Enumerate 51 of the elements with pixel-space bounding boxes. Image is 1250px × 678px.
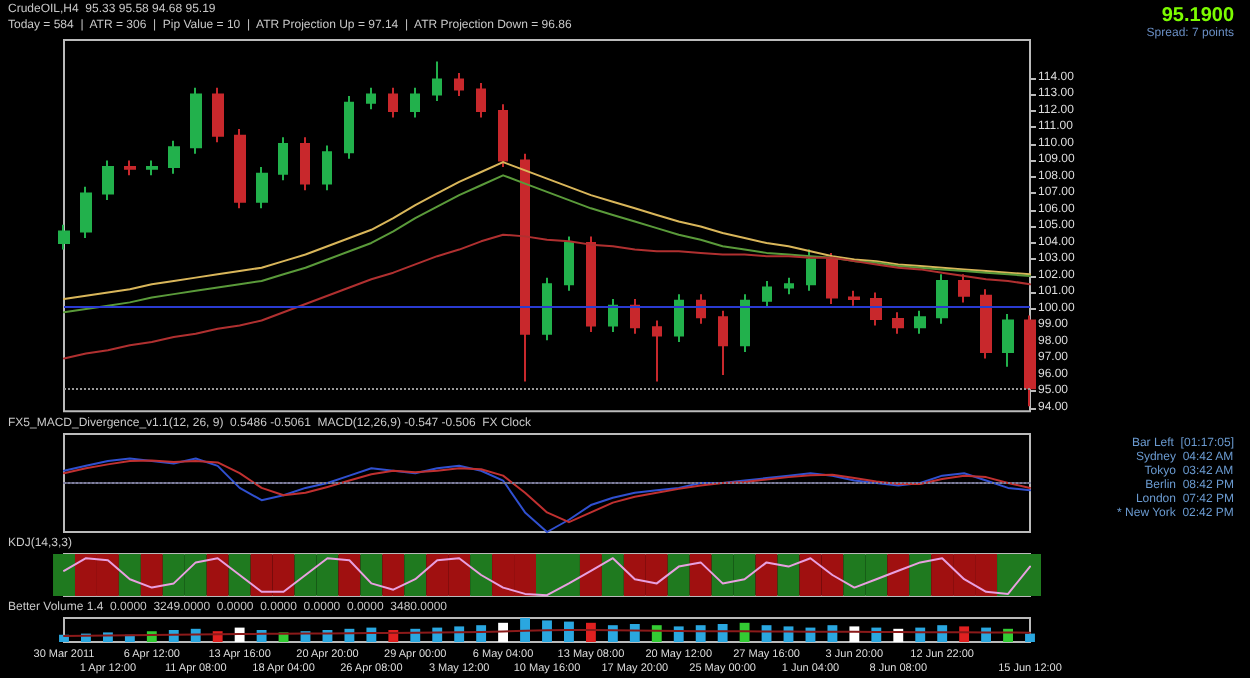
candlestick — [806, 248, 816, 292]
candlestick — [1002, 312, 1014, 368]
candlestick — [498, 103, 508, 169]
candlestick — [718, 309, 728, 376]
candlestick — [212, 86, 224, 144]
candlestick — [826, 251, 838, 306]
candlestick — [80, 185, 92, 240]
text: 95.1900 — [1161, 5, 1235, 27]
candlestick — [958, 273, 970, 304]
candlestick — [652, 319, 662, 383]
candlestick — [322, 144, 332, 192]
candlestick — [762, 279, 772, 309]
candlestick — [892, 311, 904, 335]
candlestick — [256, 166, 268, 210]
line-series — [63, 233, 1031, 360]
candlestick — [784, 276, 794, 296]
candlestick — [936, 273, 948, 325]
candlestick — [980, 288, 992, 360]
candlestick — [278, 136, 288, 182]
candlestick — [586, 235, 596, 334]
candlestick — [168, 139, 180, 175]
bar — [520, 618, 530, 642]
candlestick — [696, 293, 706, 325]
candlestick — [366, 86, 376, 111]
candlestick — [344, 95, 354, 160]
candlestick — [410, 86, 420, 119]
candlestick — [432, 60, 442, 103]
line-series — [63, 174, 1031, 314]
candlestick — [300, 136, 310, 192]
candlestick — [740, 293, 750, 353]
candlestick — [190, 86, 202, 155]
candlestick — [870, 291, 882, 327]
candlestick — [564, 235, 574, 292]
candlestick — [520, 152, 530, 383]
candlestick — [848, 289, 860, 307]
candlestick — [234, 128, 246, 210]
candlestick — [58, 223, 70, 251]
candlestick — [476, 81, 486, 119]
candlestick — [454, 72, 464, 98]
candlestick — [630, 298, 640, 335]
candlestick — [914, 309, 926, 335]
candlestick — [146, 159, 158, 177]
candlestick — [674, 293, 684, 343]
candlestick — [124, 159, 136, 177]
line-series — [63, 161, 1031, 301]
candlestick — [102, 159, 114, 202]
bar — [542, 620, 552, 642]
candlestick — [608, 298, 618, 334]
candlestick — [388, 86, 398, 119]
bar — [1025, 633, 1035, 642]
candlestick — [542, 276, 552, 342]
